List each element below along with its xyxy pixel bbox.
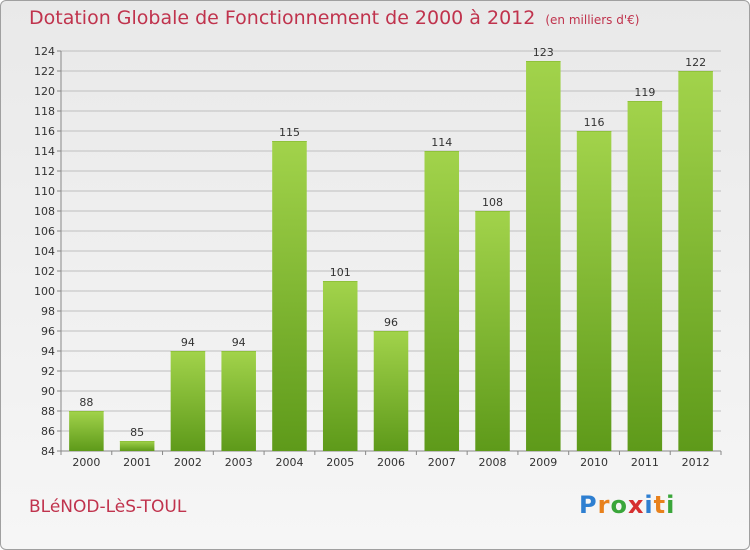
x-tick-label: 2002	[174, 456, 202, 469]
bar-2003	[221, 351, 256, 451]
x-tick-label: 2006	[377, 456, 405, 469]
data-label: 96	[384, 316, 398, 329]
y-tick-label: 86	[41, 425, 55, 438]
axes: 84 86 88 90 92 94 96 98 100 102 104 106 108 110 112 114…	[34, 45, 722, 469]
bar-2000	[69, 411, 104, 451]
data-label: 88	[79, 396, 93, 409]
y-tick-label: 122	[34, 65, 55, 78]
bar-2002	[170, 351, 206, 451]
bar-2012	[678, 71, 713, 451]
data-label: 119	[634, 86, 655, 99]
x-tick-label: 2001	[123, 456, 151, 469]
logo-letter: t	[653, 491, 667, 519]
bar-2004	[272, 141, 307, 451]
logo-letter: P	[579, 491, 598, 519]
x-tick-label: 2012	[682, 456, 710, 469]
y-tick-label: 90	[41, 385, 55, 398]
bar-2008	[475, 211, 510, 451]
bar-2007	[424, 151, 460, 451]
y-tick-label: 88	[41, 405, 55, 418]
y-tick-label: 120	[34, 85, 55, 98]
y-tick-label: 98	[41, 305, 55, 318]
chart-title: Dotation Globale de Fonctionnement de 20…	[29, 7, 639, 29]
data-label: 114	[431, 136, 452, 149]
bar-2010	[576, 131, 612, 451]
chart-title-text: Dotation Globale de Fonctionnement de 20…	[29, 7, 536, 29]
data-label: 123	[533, 46, 554, 59]
logo-letter: i	[644, 491, 654, 519]
x-tick-label: 2005	[326, 456, 354, 469]
y-tick-label: 92	[41, 365, 55, 378]
data-label: 115	[279, 126, 300, 139]
y-tick-label: 108	[34, 205, 55, 218]
x-tick-label: 2007	[428, 456, 456, 469]
data-label: 108	[482, 196, 503, 209]
x-tick-label: 2003	[225, 456, 253, 469]
x-tick-label: 2011	[631, 456, 659, 469]
x-tick-label: 2004	[275, 456, 303, 469]
bar-2005	[322, 281, 358, 451]
x-tick-label: 2000	[72, 456, 100, 469]
data-label: 94	[181, 336, 195, 349]
y-tick-label: 124	[34, 45, 55, 58]
y-tick-label: 114	[34, 145, 55, 158]
data-label: 94	[232, 336, 246, 349]
x-tick-label: 2009	[529, 456, 557, 469]
y-tick-label: 112	[34, 165, 55, 178]
logo-letter: r	[597, 491, 611, 519]
proxiti-logo[interactable]: Proxiti	[579, 491, 675, 519]
bar-2009	[526, 61, 561, 451]
y-tick-label: 118	[34, 105, 55, 118]
commune-name: BLéNOD-LèS-TOUL	[29, 497, 187, 517]
y-tick-label: 100	[34, 285, 55, 298]
x-tick-label: 2010	[580, 456, 608, 469]
y-tick-label: 96	[41, 325, 55, 338]
data-label: 116	[584, 116, 605, 129]
bar-2011	[627, 101, 663, 451]
bar-2001	[119, 441, 155, 451]
data-labels: 88 85 94 94 115 101 96 114 108 123 116 119 122	[79, 46, 706, 439]
logo-letter: i	[666, 491, 676, 519]
data-label: 101	[330, 266, 351, 279]
y-tick-label: 94	[41, 345, 55, 358]
y-tick-label: 116	[34, 125, 55, 138]
logo-letter: x	[627, 491, 645, 519]
y-tick-label: 110	[34, 185, 55, 198]
y-tick-label: 106	[34, 225, 55, 238]
x-tick-label: 2008	[479, 456, 507, 469]
bars	[69, 61, 713, 451]
bar-2006	[373, 331, 409, 451]
data-label: 85	[130, 426, 144, 439]
chart-unit: (en milliers d'€)	[545, 13, 640, 27]
logo-letter: o	[610, 491, 628, 519]
data-label: 122	[685, 56, 706, 69]
y-tick-label: 104	[34, 245, 55, 258]
y-tick-label: 84	[41, 445, 55, 458]
y-tick-label: 102	[34, 265, 55, 278]
